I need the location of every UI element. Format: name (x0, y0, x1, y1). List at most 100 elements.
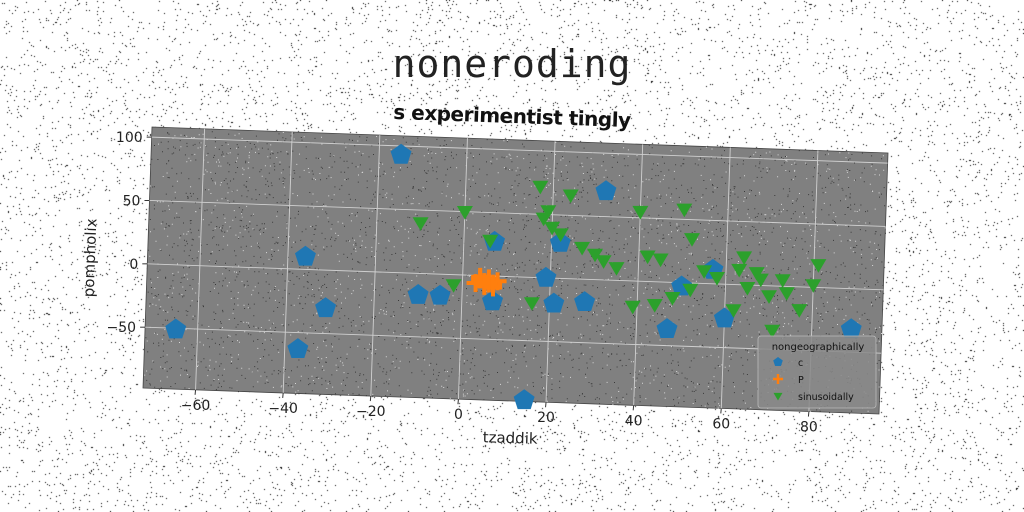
data-point-sinusoidally (532, 180, 549, 195)
x-grid-line (370, 135, 381, 397)
data-point-sinusoidally (725, 304, 742, 318)
y-tick-label: 50 (123, 193, 141, 209)
data-point-sinusoidally (682, 283, 699, 298)
data-point-c (535, 266, 557, 287)
data-point-c (840, 318, 862, 339)
data-point-sinusoidally (805, 279, 822, 293)
plot-noise (144, 131, 886, 414)
data-point-c (656, 318, 678, 338)
data-point-sinusoidally (676, 203, 693, 218)
data-point-sinusoidally (632, 205, 649, 220)
data-point-sinusoidally (646, 299, 663, 313)
data-point-P (479, 274, 498, 293)
data-point-c (713, 307, 735, 328)
data-point-c (482, 290, 503, 311)
x-grid-line (720, 147, 731, 409)
x-tick (807, 411, 810, 417)
data-point-c (295, 245, 316, 266)
legend-label: c (798, 358, 803, 369)
data-point-sinusoidally (731, 263, 748, 278)
data-point-c (390, 143, 412, 164)
page-title: noneroding (392, 42, 632, 86)
y-tick-label: −50 (107, 320, 137, 336)
data-point-c (595, 180, 617, 201)
y-grid-line (151, 136, 888, 164)
data-point-c (574, 291, 596, 311)
legend-marker (773, 392, 783, 401)
plot-speckle-light (144, 132, 886, 412)
y-tick-label: 0 (129, 257, 138, 273)
data-point-c (165, 318, 187, 339)
data-point-sinusoidally (445, 279, 462, 293)
x-axis-label: tzaddik (482, 428, 538, 447)
data-point-sinusoidally (752, 273, 769, 288)
data-point-sinusoidally (709, 272, 725, 286)
data-points (165, 143, 862, 410)
x-tick-label: −20 (356, 404, 386, 420)
x-tick-label: 0 (454, 407, 463, 423)
x-tick (545, 402, 547, 408)
data-point-c (287, 338, 309, 358)
x-tick (194, 389, 197, 395)
data-point-sinusoidally (587, 248, 603, 263)
data-point-sinusoidally (595, 255, 612, 269)
data-point-sinusoidally (639, 250, 656, 265)
x-tick-label: 40 (625, 413, 643, 429)
x-tick-label: 80 (800, 420, 818, 436)
x-tick-label: −40 (268, 401, 298, 417)
data-point-c (429, 284, 451, 305)
y-grid-line (149, 200, 886, 227)
data-point-sinusoidally (482, 234, 499, 249)
data-point-c (407, 284, 429, 304)
data-point-sinusoidally (540, 205, 557, 219)
data-point-sinusoidally (523, 297, 540, 311)
data-point-sinusoidally (696, 265, 713, 279)
data-point-sinusoidally (684, 233, 700, 247)
x-tick (632, 405, 635, 411)
x-grid-line (195, 128, 206, 390)
data-point-sinusoidally (664, 292, 681, 306)
data-point-sinusoidally (736, 251, 753, 265)
x-tick (457, 399, 459, 405)
data-point-sinusoidally (778, 287, 795, 301)
x-tick-label: 20 (537, 410, 555, 426)
data-point-c (315, 297, 337, 318)
legend-label: P (798, 375, 804, 386)
y-axis-label: pompholix (80, 218, 101, 297)
data-point-sinusoidally (574, 241, 591, 256)
data-point-sinusoidally (608, 262, 625, 276)
x-tick (720, 408, 722, 414)
legend-label: sinusoidally (798, 392, 854, 403)
y-tick-label: 100 (116, 130, 143, 146)
x-grid-line (457, 138, 468, 400)
x-grid-line (282, 131, 293, 393)
data-point-sinusoidally (761, 290, 777, 304)
data-point-sinusoidally (810, 259, 827, 273)
data-point-sinusoidally (412, 217, 429, 231)
legend-marker (773, 374, 783, 384)
legend-title: nongeographically (772, 342, 865, 353)
data-point-sinusoidally (652, 253, 669, 268)
x-grid-line (633, 144, 644, 406)
data-point-c (549, 231, 571, 252)
data-point-c (543, 292, 565, 313)
x-tick (369, 395, 372, 402)
data-point-sinusoidally (552, 228, 569, 242)
axes: −60 −40 −20 0 20 40 60 80 −50 0 50 100 (107, 130, 818, 435)
x-tick-label: −60 (181, 398, 211, 414)
legend-box (757, 335, 877, 409)
data-point-c (513, 389, 535, 410)
data-point-sinusoidally (544, 221, 561, 236)
data-point-sinusoidally (624, 300, 641, 315)
legend-marker (773, 357, 783, 366)
data-point-sinusoidally (764, 324, 781, 339)
data-point-sinusoidally (456, 206, 473, 220)
x-tick-label: 60 (712, 416, 730, 432)
data-point-sinusoidally (791, 304, 808, 318)
data-point-sinusoidally (562, 189, 579, 204)
data-point-sinusoidally (774, 274, 791, 288)
data-point-sinusoidally (739, 282, 756, 296)
